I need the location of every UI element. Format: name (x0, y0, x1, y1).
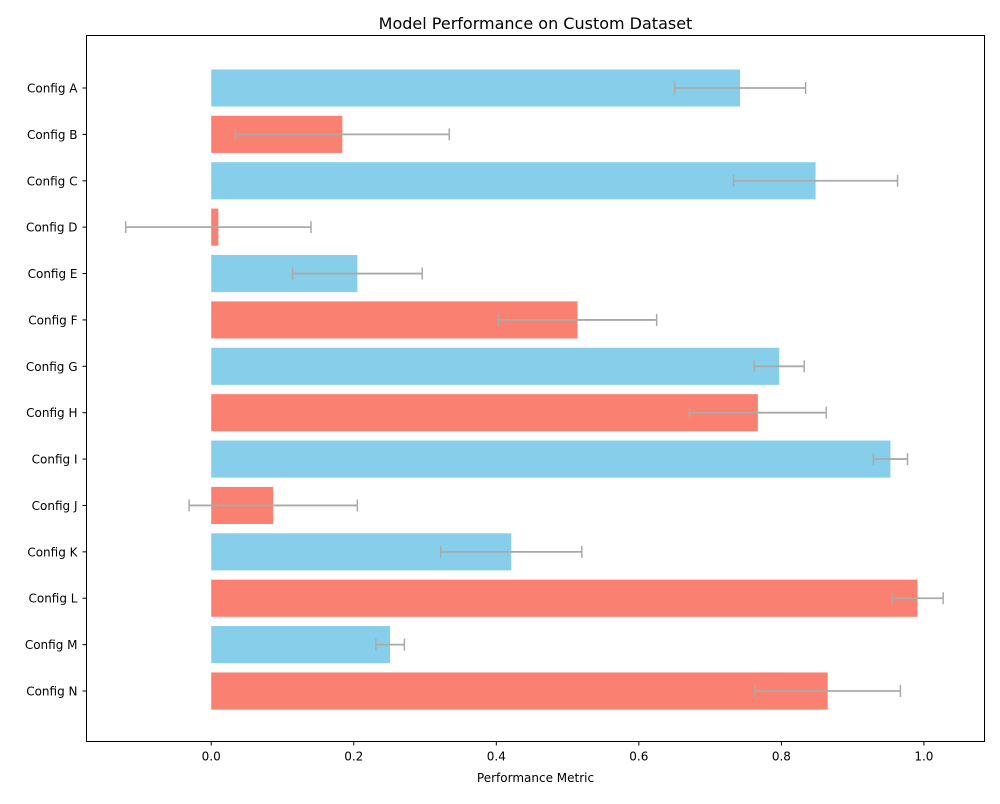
y-tick-label: Config N (26, 685, 77, 699)
error-bar (291, 267, 423, 280)
error-bar (234, 128, 451, 141)
x-tick-label: 0.2 (344, 750, 363, 764)
error-bar (124, 221, 312, 234)
error-bar (497, 313, 658, 326)
error-bar (688, 406, 828, 419)
bar (211, 626, 391, 664)
y-tick-label: Config A (27, 82, 78, 96)
x-axis: 0.0 0.2 0.4 0.6 0.8 1.0 (202, 741, 933, 764)
error-bar (872, 453, 909, 466)
y-tick-label: Config E (28, 267, 78, 281)
x-tick-label: 0.4 (487, 750, 506, 764)
bar (211, 162, 816, 200)
x-tick-label: 0.0 (202, 750, 221, 764)
y-tick-label: Config H (26, 406, 77, 420)
bar (211, 579, 918, 617)
error-bar (375, 638, 406, 651)
error-bar (188, 499, 359, 512)
error-bar (753, 360, 805, 373)
y-tick-label: Config I (32, 453, 78, 467)
y-tick-label: Config G (26, 360, 78, 374)
x-tick-label: 0.8 (772, 750, 791, 764)
y-tick-label: Config C (27, 174, 78, 188)
error-bar (673, 82, 807, 94)
y-axis: Config A Config B Config C Config D Config E… (25, 82, 87, 699)
error-bar (754, 685, 902, 697)
y-tick-label: Config K (27, 545, 78, 559)
error-bars-layer (124, 82, 944, 697)
bar (211, 347, 780, 385)
y-tick-label: Config F (28, 313, 77, 327)
y-tick-label: Config M (25, 638, 78, 652)
x-tick-label: 0.6 (629, 750, 648, 764)
chart-title: Model Performance on Custom Dataset (379, 14, 693, 33)
bars-layer (211, 69, 918, 710)
error-bar (732, 174, 899, 187)
bar (211, 672, 828, 710)
plot-frame (86, 35, 985, 742)
bar (211, 394, 758, 432)
y-tick-label: Config D (26, 221, 78, 235)
bar (211, 440, 891, 478)
error-bar (439, 545, 583, 558)
error-bar (891, 592, 944, 605)
y-tick-label: Config B (27, 128, 78, 142)
y-tick-label: Config L (28, 592, 77, 606)
y-tick-label: Config J (32, 499, 78, 513)
bar (211, 69, 741, 107)
x-axis-label: Performance Metric (477, 771, 594, 785)
x-tick-label: 1.0 (914, 750, 933, 764)
